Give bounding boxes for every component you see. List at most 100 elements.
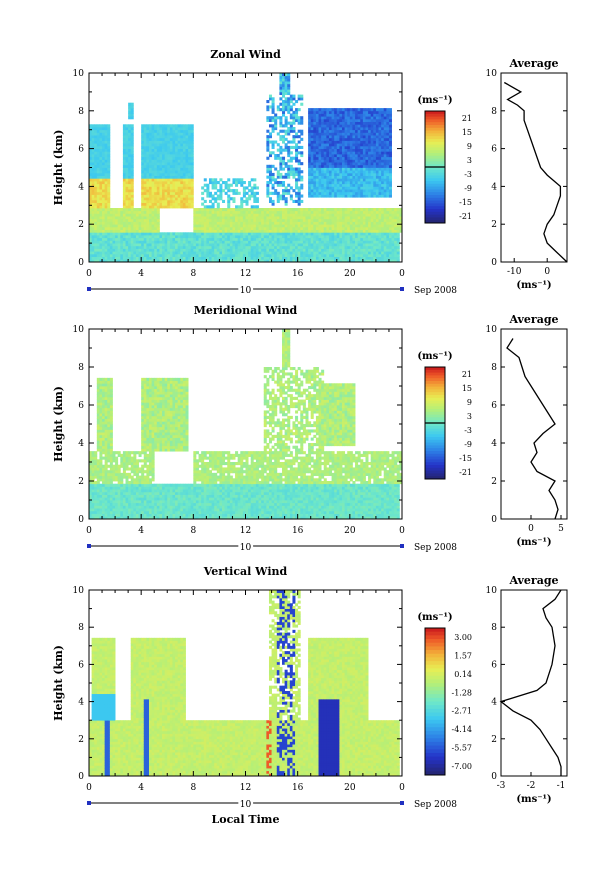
heatmap-cell xyxy=(295,243,299,247)
heatmap-cell xyxy=(182,154,186,158)
heatmap-cell xyxy=(336,108,340,112)
heatmap-cell xyxy=(282,243,286,247)
heatmap-cell xyxy=(365,256,369,260)
heatmap-cell xyxy=(125,140,129,144)
heatmap-cell xyxy=(237,245,241,249)
heatmap-cell xyxy=(130,232,134,236)
heatmap-cell xyxy=(242,186,246,190)
heatmap-cell xyxy=(349,132,353,136)
heatmap-cell xyxy=(162,162,166,166)
heatmap-cell xyxy=(339,132,343,136)
heatmap-cell xyxy=(125,183,129,187)
heatmap-cell xyxy=(313,232,317,236)
heatmap-cell xyxy=(383,156,387,160)
heatmap-cell xyxy=(172,183,176,187)
heatmap-cell xyxy=(216,224,220,228)
heatmap-cell xyxy=(177,154,181,158)
heatmap-cell xyxy=(172,251,176,255)
heatmap-cell xyxy=(185,156,189,160)
heatmap-cell xyxy=(287,253,291,257)
heatmap-cell xyxy=(292,245,296,249)
heatmap-cell xyxy=(370,132,374,136)
heatmap-cell xyxy=(295,224,299,228)
heatmap-cell xyxy=(180,143,184,147)
heatmap-cell xyxy=(365,226,369,230)
heatmap-cell xyxy=(279,124,283,128)
heatmap-cell xyxy=(362,118,366,122)
heatmap-cell xyxy=(284,221,288,225)
heatmap-cell xyxy=(120,251,124,255)
heatmap-cell xyxy=(172,191,176,195)
heatmap-cell xyxy=(112,221,116,225)
heatmap-cell xyxy=(232,210,236,214)
heatmap-cell xyxy=(284,237,288,241)
heatmap-cell xyxy=(198,259,202,263)
average-profile-line xyxy=(503,81,568,263)
heatmap-cell xyxy=(175,202,179,206)
heatmap-cell xyxy=(282,251,286,255)
heatmap-cell xyxy=(289,97,293,101)
heatmap-cell xyxy=(271,116,275,120)
heatmap-cell xyxy=(206,191,210,195)
heatmap-cell xyxy=(357,191,361,195)
heatmap-cell xyxy=(190,183,194,187)
heatmap-cell xyxy=(339,191,343,195)
heatmap-cell xyxy=(151,197,155,201)
heatmap-cell xyxy=(125,175,129,179)
heatmap-cell xyxy=(349,167,353,171)
heatmap-cell xyxy=(276,143,280,147)
heatmap-cell xyxy=(271,256,275,260)
heatmap-cell xyxy=(99,143,103,147)
heatmap-cell xyxy=(386,143,390,147)
heatmap-cell xyxy=(130,216,134,220)
heatmap-cell xyxy=(253,208,257,212)
heatmap-cell xyxy=(141,189,145,193)
heatmap-cell xyxy=(349,113,353,117)
heatmap-cell xyxy=(182,232,186,236)
heatmap-cell xyxy=(117,208,121,212)
heatmap-cell xyxy=(89,513,93,517)
heatmap-cell xyxy=(130,159,134,163)
heatmap-cell xyxy=(148,240,152,244)
heatmap-cell xyxy=(216,208,220,212)
heatmap-cell xyxy=(172,202,176,206)
heatmap-cell xyxy=(362,140,366,144)
heatmap-cell xyxy=(117,224,121,228)
heatmap-cell xyxy=(375,151,379,155)
heatmap-cell xyxy=(102,183,106,187)
heatmap-cell xyxy=(128,245,132,249)
heatmap-cell xyxy=(323,156,327,160)
heatmap-cell xyxy=(297,229,301,233)
heatmap-cell xyxy=(360,143,364,147)
heatmap-cell xyxy=(284,251,288,255)
heatmap-cell xyxy=(216,218,220,222)
heatmap-cell xyxy=(109,259,113,263)
heatmap-cell xyxy=(180,175,184,179)
heatmap-cell xyxy=(352,164,356,168)
heatmap-cell xyxy=(154,218,158,222)
heatmap-cell xyxy=(313,116,317,120)
heatmap-cell xyxy=(326,181,330,185)
heatmap-cell xyxy=(125,124,129,128)
heatmap-cell xyxy=(94,224,98,228)
heatmap-cell xyxy=(375,213,379,217)
heatmap-cell xyxy=(323,129,327,133)
heatmap-cell xyxy=(284,73,288,77)
heatmap-cell xyxy=(224,256,228,260)
heatmap-cell xyxy=(310,259,314,263)
heatmap-cell xyxy=(326,218,330,222)
heatmap-cell xyxy=(266,167,270,171)
heatmap-cell xyxy=(310,116,314,120)
heatmap-cell xyxy=(146,221,150,225)
heatmap-cell xyxy=(162,175,166,179)
heatmap-cell xyxy=(96,232,100,236)
heatmap-cell xyxy=(122,259,126,263)
heatmap-cell xyxy=(315,191,319,195)
heatmap-cell xyxy=(271,235,275,239)
heatmap-cell xyxy=(279,232,283,236)
heatmap-cell xyxy=(271,124,275,128)
heatmap-cell xyxy=(388,143,392,147)
heatmap-cell xyxy=(117,221,121,225)
heatmap-cell xyxy=(331,248,335,252)
heatmap-cell xyxy=(388,127,392,131)
